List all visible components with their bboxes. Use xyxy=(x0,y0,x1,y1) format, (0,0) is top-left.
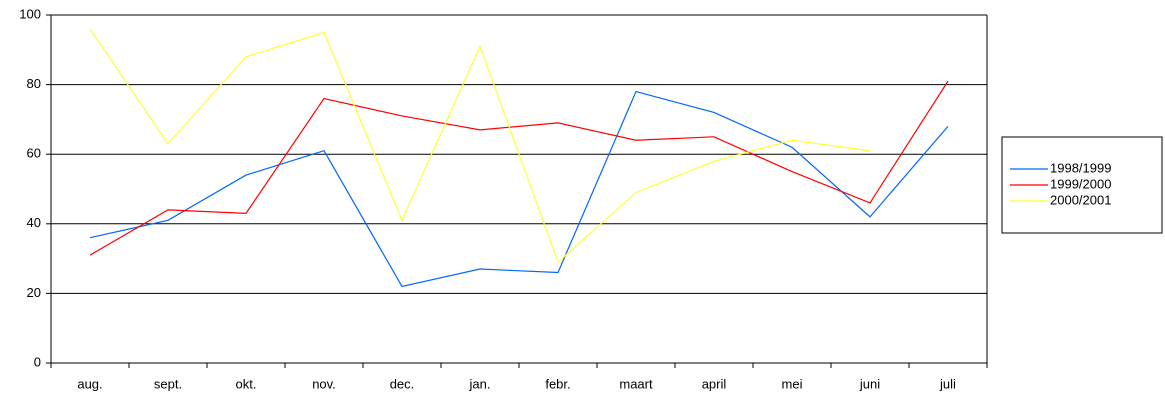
y-tick-label: 80 xyxy=(27,76,41,91)
y-tick-label: 60 xyxy=(27,146,41,161)
series-line xyxy=(89,28,871,264)
y-tick-label: 40 xyxy=(27,215,41,230)
x-tick-label: juni xyxy=(859,376,880,391)
x-tick-label: nov. xyxy=(312,376,336,391)
x-tick-label: aug. xyxy=(77,376,102,391)
series-line xyxy=(89,90,949,288)
legend-label: 1998/1999 xyxy=(1050,160,1111,175)
x-tick-label: april xyxy=(702,376,727,391)
x-tick-label: mei xyxy=(782,376,803,391)
x-tick-label: sept. xyxy=(154,376,182,391)
x-tick-label: dec. xyxy=(390,376,415,391)
x-tick-label: febr. xyxy=(545,376,570,391)
series-line xyxy=(89,80,949,256)
legend-label: 2000/2001 xyxy=(1050,192,1111,207)
legend-label: 1999/2000 xyxy=(1050,176,1111,191)
x-tick-label: maart xyxy=(619,376,653,391)
y-tick-label: 100 xyxy=(19,6,41,21)
x-tick-label: juli xyxy=(939,376,956,391)
x-tick-label: jan. xyxy=(469,376,491,391)
y-tick-label: 0 xyxy=(34,354,41,369)
y-tick-label: 20 xyxy=(27,285,41,300)
x-tick-label: okt. xyxy=(236,376,257,391)
